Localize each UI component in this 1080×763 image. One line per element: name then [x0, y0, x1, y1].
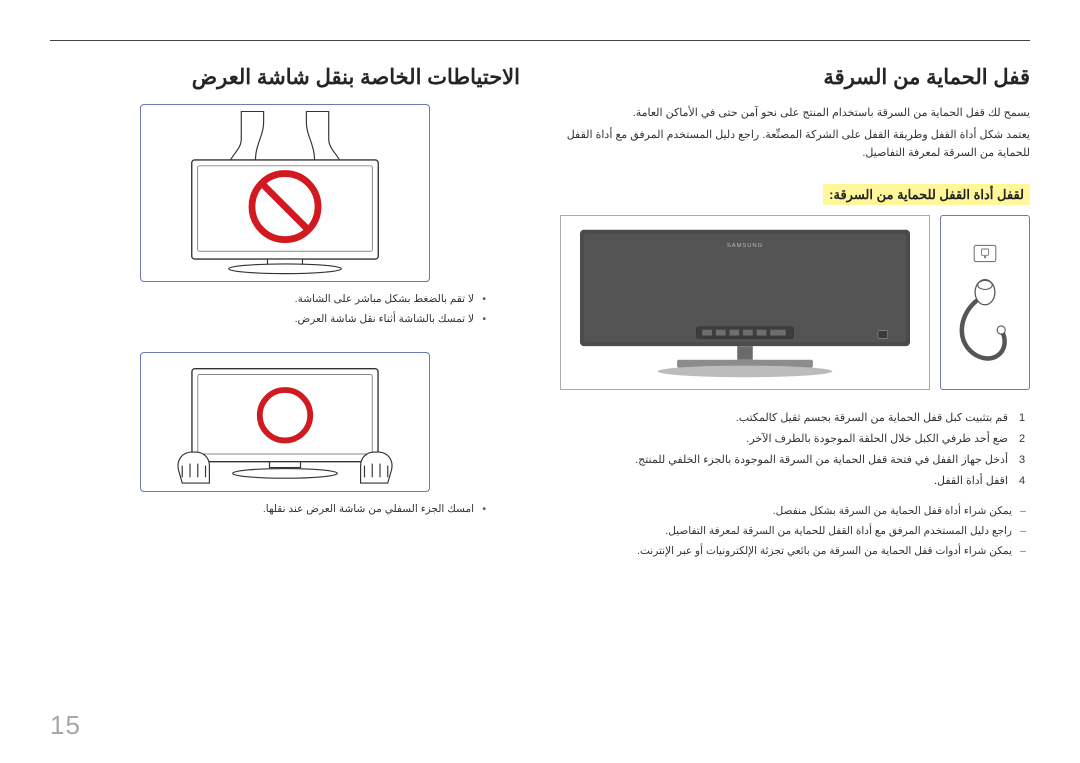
antitheft-intro-1: يسمح لك قفل الحماية من السرقة باستخدام ا…	[560, 104, 1030, 123]
antitheft-notes: يمكن شراء أداة قفل الحماية من السرقة بشك…	[560, 502, 1030, 562]
note-item: راجع دليل المستخدم المرفق مع أداة القفل …	[560, 522, 1030, 542]
antitheft-subheading: لقفل أداة القفل للحماية من السرقة:	[823, 184, 1030, 205]
moving-figure-2	[140, 352, 430, 492]
step-item: اقفل أداة القفل.	[560, 471, 1030, 492]
moving-fig2-bullet: امسك الجزء السفلي من شاشة العرض عند نقله…	[50, 500, 486, 520]
step-item: قم بتثبيت كبل قفل الحماية من السرقة بجسم…	[560, 408, 1030, 429]
monitor-back-icon: SAMSUNG	[570, 220, 920, 385]
top-rule	[50, 40, 1030, 41]
hold-bottom-icon	[149, 359, 421, 485]
press-screen-prohibit-icon	[149, 111, 421, 275]
two-column-layout: قفل الحماية من السرقة يسمح لك قفل الحماي…	[50, 65, 1030, 561]
bullet-item: امسك الجزء السفلي من شاشة العرض عند نقله…	[50, 500, 486, 520]
antitheft-title: قفل الحماية من السرقة	[560, 65, 1030, 90]
page-number: 15	[50, 710, 81, 741]
column-antitheft: قفل الحماية من السرقة يسمح لك قفل الحماي…	[560, 65, 1030, 561]
manual-page: قفل الحماية من السرقة يسمح لك قفل الحماي…	[0, 0, 1080, 763]
step-item: ضع أحد طرفي الكبل خلال الحلقة الموجودة ب…	[560, 429, 1030, 450]
note-item: يمكن شراء أدوات قفل الحماية من السرقة من…	[560, 542, 1030, 562]
monitor-figure-row: SAMSUNG	[560, 215, 1030, 390]
lock-detail-frame	[940, 215, 1030, 390]
step-item: أدخل جهاز القفل في فتحة قفل الحماية من ا…	[560, 450, 1030, 471]
note-item: يمكن شراء أداة قفل الحماية من السرقة بشك…	[560, 502, 1030, 522]
monitor-back-figure: SAMSUNG	[560, 215, 930, 390]
lock-cable-icon	[949, 228, 1021, 378]
bullet-item: لا تمسك بالشاشة أثناء نقل شاشة العرض.	[50, 310, 486, 330]
svg-text:SAMSUNG: SAMSUNG	[727, 243, 763, 249]
moving-title: الاحتياطات الخاصة بنقل شاشة العرض	[50, 65, 520, 90]
antitheft-intro-2: يعتمد شكل أداة القفل وطريقة القفل على ال…	[560, 126, 1030, 163]
bullet-item: لا تقم بالضغط بشكل مباشر على الشاشة.	[50, 290, 486, 310]
antitheft-steps: قم بتثبيت كبل قفل الحماية من السرقة بجسم…	[560, 408, 1030, 492]
moving-fig1-bullets: لا تقم بالضغط بشكل مباشر على الشاشة. لا …	[50, 290, 486, 330]
column-moving: الاحتياطات الخاصة بنقل شاشة العرض	[50, 65, 520, 561]
moving-figure-1	[140, 104, 430, 282]
